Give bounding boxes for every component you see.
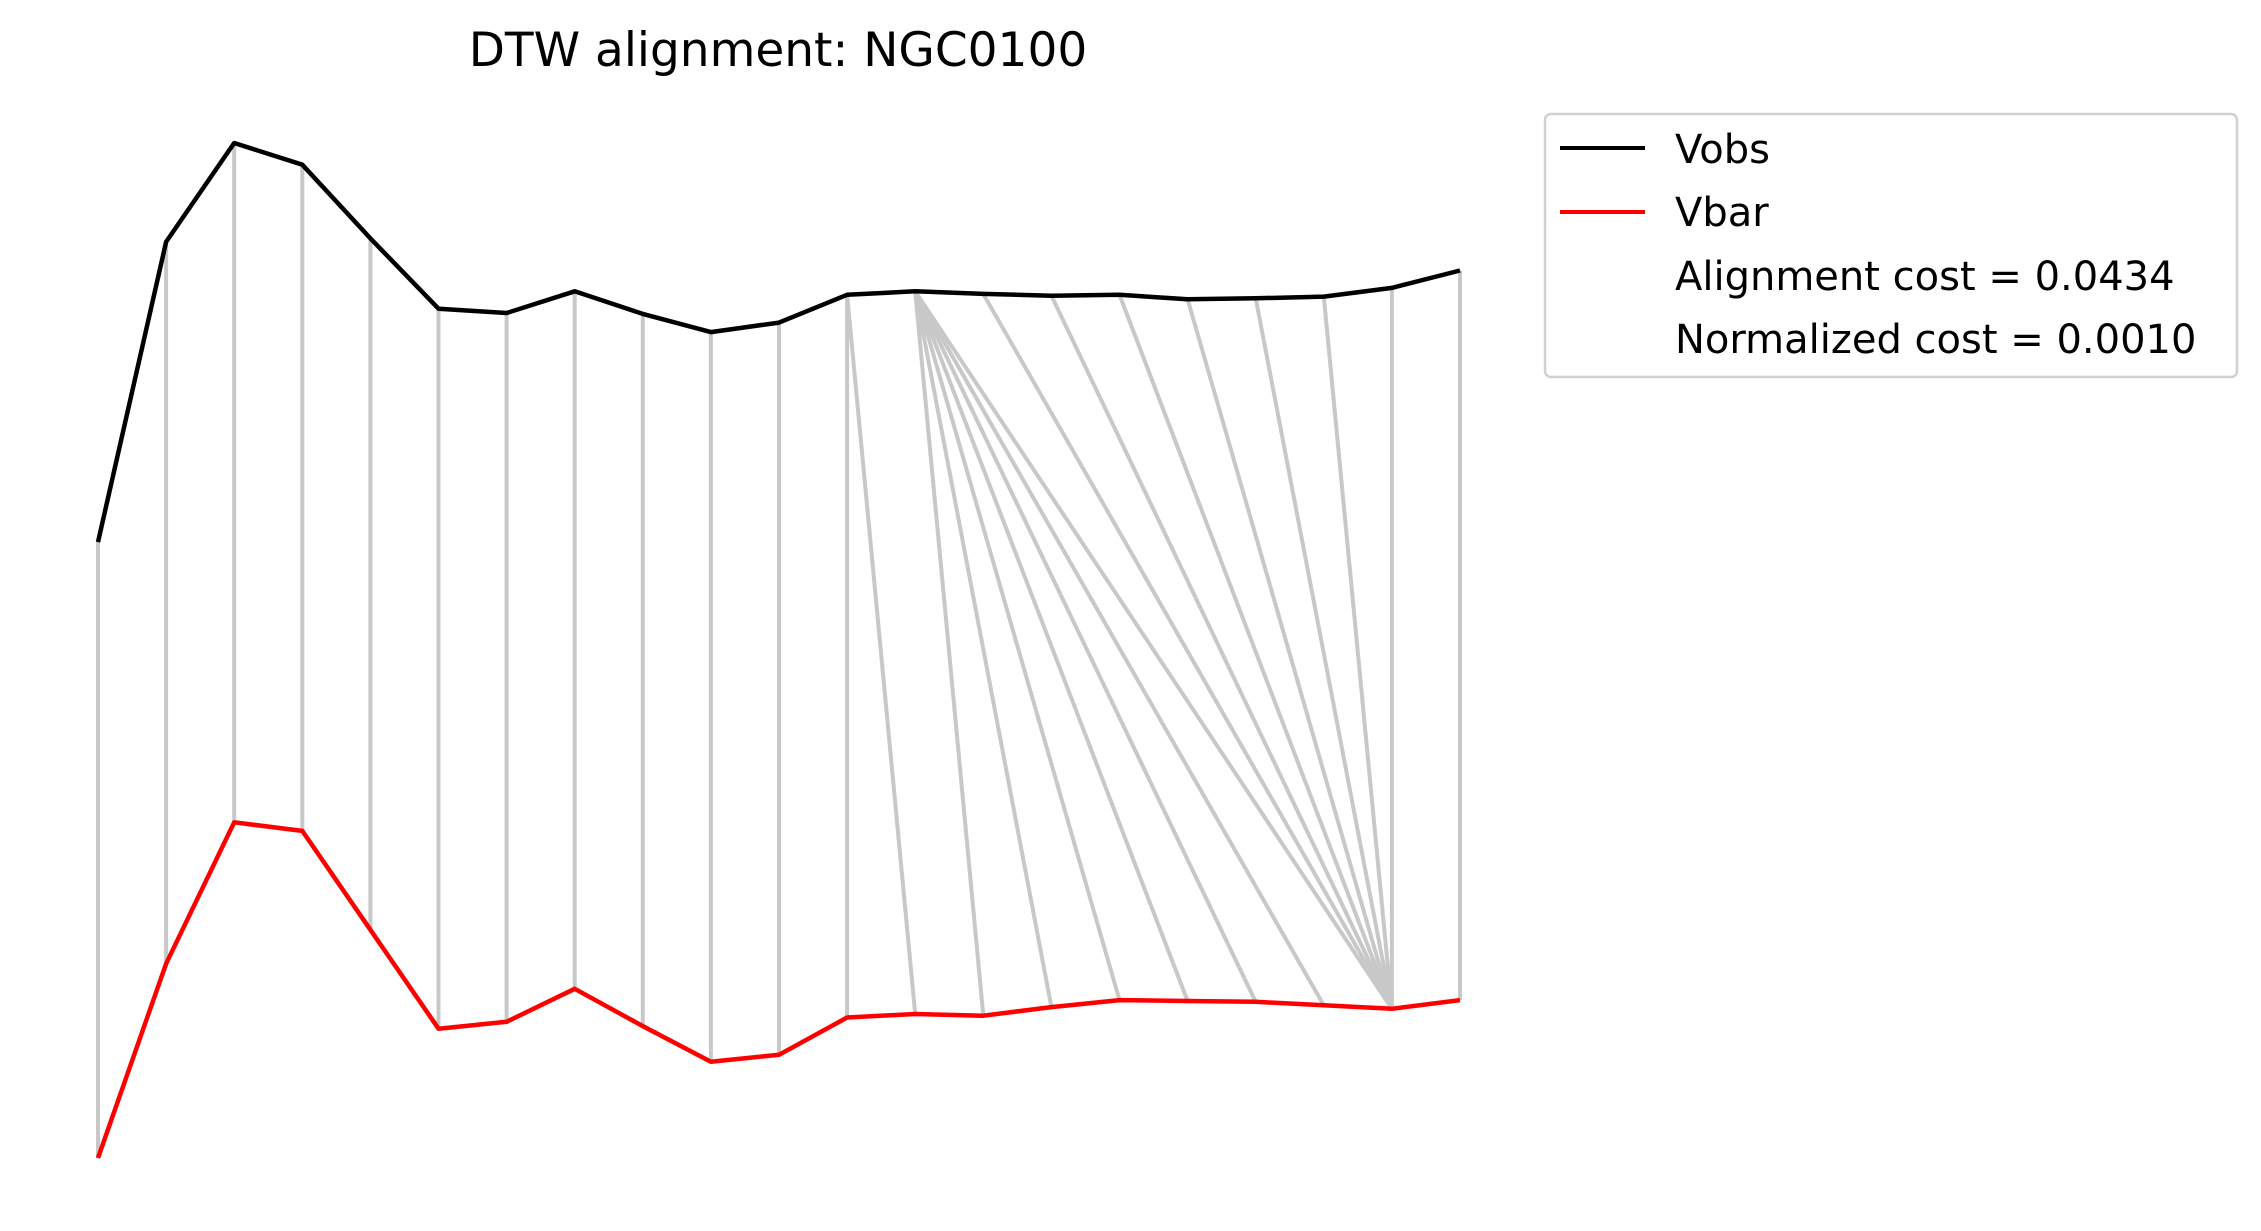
alignment-line-18 [913,290,1326,1007]
legend-label-vbar: Vbar [1675,190,1769,236]
series-line-vbar [95,820,1461,1159]
legend-label-vobs: Vobs [1675,127,1770,173]
alignment-line-17 [913,290,1258,1003]
alignment-line-16 [913,290,1190,1002]
alignment-line-21 [1049,294,1394,1010]
legend-alignment-cost: Alignment cost = 0.0434 [1675,254,2175,300]
series-lines [95,140,1461,1159]
alignment-line-15 [913,290,1122,1001]
alignment-line-13 [913,291,986,1016]
alignment-line-22 [1117,294,1394,1010]
legend-normalized-cost: Normalized cost = 0.0010 [1675,317,2196,363]
alignment-line-14 [913,290,1054,1008]
alignment-lines [96,143,1462,1158]
alignment-line-25 [1321,296,1394,1009]
alignment-line-19 [913,290,1394,1010]
series-line-vobs [95,140,1461,543]
alignment-line-12 [845,294,918,1015]
legend: Vobs Vbar Alignment cost = 0.0434 Normal… [1543,112,2239,379]
alignment-line-20 [981,292,1394,1010]
alignment-line-24 [1253,297,1394,1010]
alignment-line-23 [1185,298,1394,1010]
legend-frame [1543,112,2239,379]
chart-title: DTW alignment: NGC0100 [469,23,1088,78]
